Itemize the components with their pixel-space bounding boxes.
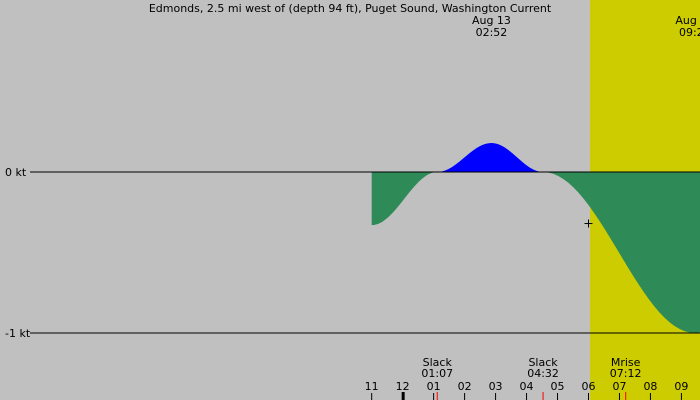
hour-tick-label: 11 (365, 380, 379, 393)
hour-tick-label: 03 (489, 380, 503, 393)
flood-area (437, 143, 544, 172)
y-axis-label: -1 kt (5, 327, 31, 340)
extreme-date-label: Aug 13 (675, 14, 700, 27)
event-time-label: 01:07 (421, 367, 453, 380)
hour-tick-label: 05 (551, 380, 565, 393)
hour-tick-label: 04 (520, 380, 534, 393)
extreme-time-label: 09:26 (679, 26, 700, 39)
event-time-label: 07:12 (610, 367, 642, 380)
chart-title: Edmonds, 2.5 mi west of (depth 94 ft), P… (149, 2, 552, 15)
event-label: Slack (423, 356, 453, 369)
extreme-time-label: 02:52 (476, 26, 508, 39)
ebb-area (543, 172, 700, 333)
midnight-marker (401, 392, 405, 400)
hour-tick-label: 07 (612, 380, 626, 393)
hour-tick-label: 06 (581, 380, 595, 393)
event-label: Slack (528, 356, 558, 369)
hour-tick-label: 01 (427, 380, 441, 393)
event-time-label: 04:32 (527, 367, 559, 380)
extreme-date-label: Aug 13 (472, 14, 511, 27)
hour-tick-label: 02 (458, 380, 472, 393)
hour-tick-label: 08 (643, 380, 657, 393)
y-axis-label: 0 kt (5, 166, 27, 179)
hour-tick-label: 09 (674, 380, 688, 393)
hour-tick-label: 12 (396, 380, 410, 393)
ebb-area (371, 172, 438, 226)
event-label: Mrise (611, 356, 641, 369)
